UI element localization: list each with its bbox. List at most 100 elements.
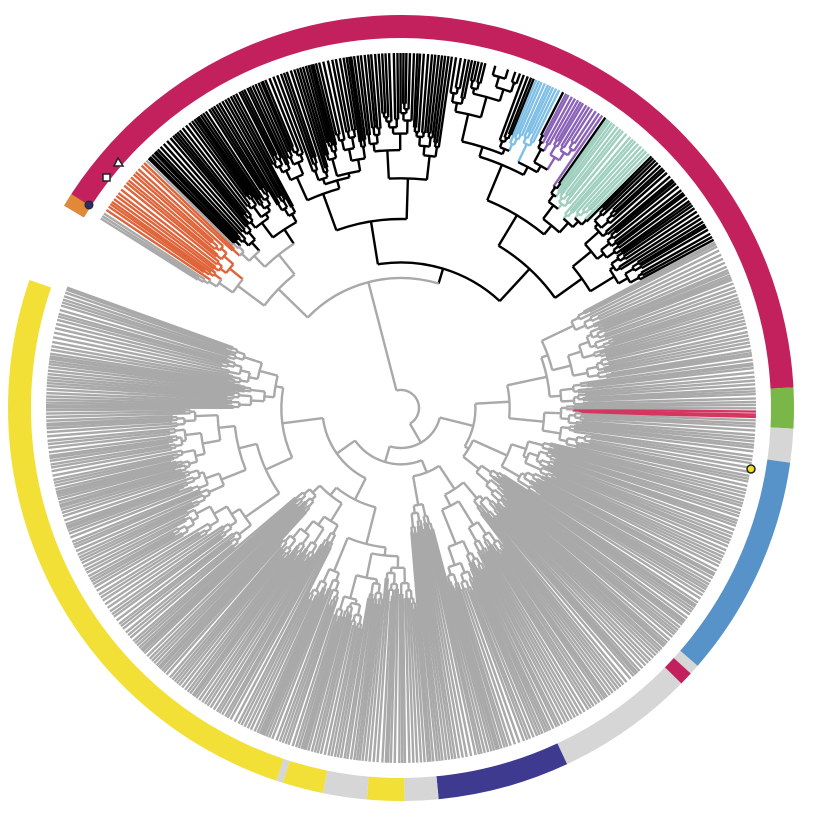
branch — [552, 114, 604, 187]
branch — [138, 507, 293, 649]
branch — [455, 87, 459, 94]
branch-arc — [441, 500, 460, 511]
branch — [509, 78, 535, 136]
branch — [556, 456, 740, 518]
branch — [50, 445, 172, 469]
branch — [600, 242, 611, 252]
branch — [191, 485, 199, 490]
branch — [205, 472, 220, 480]
branch — [107, 205, 205, 274]
branch — [462, 455, 480, 470]
branch — [416, 538, 448, 761]
branch — [553, 448, 745, 502]
branch — [542, 93, 568, 138]
branch — [118, 534, 236, 625]
branch — [348, 56, 363, 142]
branch — [59, 308, 228, 360]
branch — [392, 53, 397, 120]
branch — [578, 410, 756, 416]
branch — [575, 446, 748, 488]
branch — [291, 527, 302, 539]
branch — [420, 459, 428, 473]
branch — [333, 627, 361, 758]
branch — [235, 535, 242, 542]
branch — [146, 500, 307, 658]
branch — [370, 582, 375, 594]
branch — [379, 593, 383, 599]
branch — [566, 403, 756, 408]
branch-arc — [583, 218, 588, 223]
branch-arc — [585, 368, 590, 378]
branch — [611, 351, 752, 377]
branch — [289, 70, 326, 174]
branch — [566, 442, 577, 448]
branch — [613, 189, 683, 243]
branch — [583, 153, 650, 221]
branch — [415, 532, 419, 540]
branch — [275, 385, 284, 389]
branch — [296, 68, 329, 168]
branch — [485, 484, 494, 493]
branch — [481, 567, 564, 725]
branch — [573, 428, 754, 453]
branch — [349, 574, 358, 599]
branch — [425, 515, 431, 524]
ring-segment — [680, 459, 791, 666]
branch — [583, 416, 756, 428]
branch — [262, 597, 323, 736]
branch — [459, 562, 466, 574]
branch — [366, 54, 377, 128]
branch — [479, 501, 490, 513]
branch — [547, 450, 742, 512]
branch — [236, 234, 241, 240]
branch — [62, 475, 187, 518]
branch — [171, 547, 284, 681]
branch — [218, 102, 281, 205]
branch — [580, 384, 587, 388]
branch — [481, 548, 580, 717]
branch-arc — [218, 245, 225, 252]
branch-arc — [183, 465, 188, 470]
branch — [603, 286, 736, 336]
branch — [61, 473, 186, 515]
branch — [217, 262, 223, 268]
branch — [594, 293, 738, 344]
branch — [573, 213, 580, 219]
branch-arc — [595, 363, 600, 371]
branch — [602, 157, 655, 210]
branch — [151, 505, 305, 662]
branch — [380, 53, 387, 114]
branch — [591, 316, 600, 323]
branch — [349, 598, 376, 760]
branch — [86, 519, 187, 574]
branch — [178, 129, 247, 215]
branch — [612, 297, 739, 341]
ring-segment — [767, 427, 794, 463]
branch — [495, 503, 652, 662]
branch — [323, 582, 328, 589]
branch — [386, 595, 396, 763]
branch — [597, 344, 751, 375]
branch — [312, 63, 336, 146]
branch — [437, 268, 445, 284]
branch — [384, 601, 394, 763]
branch-arc — [533, 161, 548, 171]
branch — [173, 549, 285, 683]
branch — [537, 141, 543, 149]
branch — [470, 552, 476, 560]
branch-arc — [616, 244, 620, 249]
branch — [253, 594, 318, 732]
branch — [578, 340, 590, 347]
branch — [301, 534, 310, 545]
branch — [338, 58, 354, 131]
branch — [536, 459, 542, 464]
branch — [161, 511, 308, 672]
branch — [553, 446, 746, 498]
branch — [529, 479, 712, 583]
branch — [50, 348, 236, 382]
branch — [531, 89, 561, 144]
branch — [56, 462, 178, 496]
branch-arc — [196, 470, 202, 478]
branch — [193, 118, 250, 196]
branch — [57, 315, 231, 364]
